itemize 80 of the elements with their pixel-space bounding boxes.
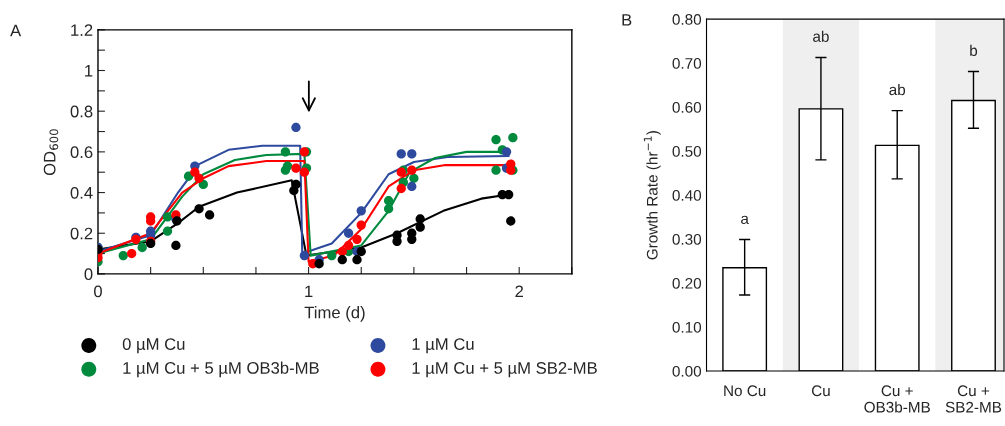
y-tick-label: 0.70 <box>672 58 702 69</box>
point <box>409 173 419 183</box>
point <box>356 246 366 257</box>
y-tick-label: 0.50 <box>672 145 702 157</box>
point <box>407 165 417 175</box>
x-tick-label: 1 <box>305 285 313 298</box>
point <box>491 135 501 145</box>
point <box>392 230 402 240</box>
point <box>504 189 514 200</box>
point <box>291 179 301 190</box>
text: B <box>622 14 632 26</box>
y-tick-label: 0.6 <box>70 146 93 159</box>
x-tick-label: 0 <box>94 285 102 298</box>
point <box>162 226 173 236</box>
y-tick-label: 0.30 <box>672 233 702 245</box>
point <box>291 122 301 133</box>
y-tick-label: 0.2 <box>70 227 93 240</box>
point <box>415 222 425 232</box>
point <box>508 132 518 143</box>
point <box>407 228 417 238</box>
x-tick-label: 2 <box>515 285 523 298</box>
y-tick-label: 0.20 <box>672 277 702 289</box>
x-tick-label: Cu + OB3b-MB <box>864 385 930 413</box>
legend-label: 0 µM Cu <box>122 338 185 354</box>
point <box>194 204 204 214</box>
point <box>204 210 215 220</box>
annotation: a <box>741 215 749 225</box>
x-tick-label: Cu <box>811 385 830 397</box>
point <box>280 147 291 157</box>
annotation: b <box>970 44 978 56</box>
point <box>343 228 354 238</box>
point <box>299 167 310 177</box>
point <box>415 214 425 224</box>
point <box>407 181 417 192</box>
legend-label: 1 µM Cu + 5 µM OB3b-MB <box>123 361 319 378</box>
point <box>127 248 137 259</box>
point <box>396 149 406 159</box>
y-tick-label: 0.00 <box>672 365 702 377</box>
point <box>506 216 516 226</box>
point <box>314 259 324 269</box>
point <box>383 204 394 214</box>
y-axis-title: OD$_{600}$ <box>43 129 59 176</box>
point <box>352 234 362 244</box>
annotation: ab <box>813 30 829 42</box>
point <box>501 147 512 157</box>
x-tick-label: Cu + SB2-MB <box>945 385 1002 413</box>
legend-label: 1 µM Cu <box>412 338 474 354</box>
y-tick-label: 1.2 <box>71 24 93 36</box>
y-tick-label: 0.10 <box>672 321 702 333</box>
point <box>282 161 293 171</box>
point <box>343 240 354 251</box>
point <box>337 255 347 265</box>
x-tick-label: No Cu <box>724 385 766 397</box>
point <box>407 149 417 159</box>
y-tick-label: 0.60 <box>672 102 702 113</box>
point <box>291 163 301 173</box>
point <box>162 212 173 222</box>
point <box>194 173 204 183</box>
point <box>137 242 147 253</box>
y-tick-label: 0.40 <box>672 189 702 201</box>
y-tick-label: 0.4 <box>70 186 93 199</box>
y-tick-label: 0.8 <box>70 105 93 118</box>
y-tick-label: 0 <box>84 268 93 281</box>
x-axis-title: Time (d) <box>304 306 365 322</box>
point <box>299 250 310 261</box>
point <box>352 255 362 265</box>
point <box>171 240 181 251</box>
annotation: ab <box>889 83 906 96</box>
point <box>396 183 406 194</box>
y-tick-label: 0.80 <box>672 14 702 25</box>
legend-label: 1 µM Cu + 5 µM SB2-MB <box>412 362 597 378</box>
point <box>356 206 366 216</box>
text: A <box>10 24 22 37</box>
point <box>118 250 128 261</box>
point <box>356 220 366 230</box>
y-tick-label: 1 <box>85 65 93 77</box>
point <box>491 165 501 175</box>
y-axis-title: Growth Rate (hr$^{−1}$) <box>643 131 661 260</box>
point <box>383 196 394 206</box>
point <box>337 246 347 257</box>
